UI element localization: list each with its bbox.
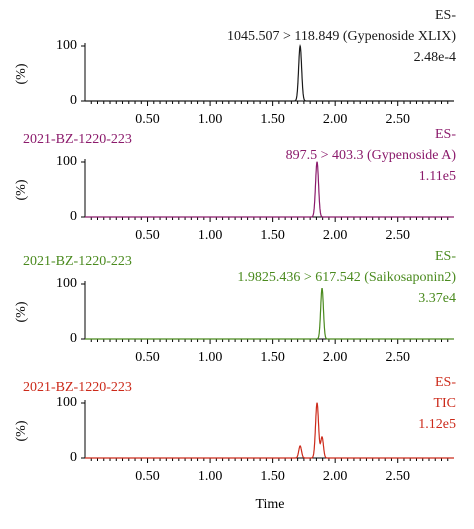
y-axis-label: (%) (14, 63, 29, 84)
x-tick-label: 0.50 (135, 469, 160, 484)
y-axis-label: (%) (14, 179, 29, 200)
x-tick-label: 2.50 (385, 350, 410, 365)
x-tick-label: 2.50 (385, 112, 410, 127)
sample-id: 2021-BZ-1220-223 (23, 132, 132, 147)
intensity-label: 3.37e4 (418, 291, 456, 306)
x-tick-label: 1.00 (197, 112, 223, 127)
x-tick-label: 0.50 (135, 228, 160, 243)
x-tick-label: 1.50 (260, 112, 285, 127)
mrm-transition: TIC (433, 396, 456, 411)
ion-mode: ES- (435, 375, 456, 390)
x-tick-label: 1.00 (197, 350, 223, 365)
x-tick-label: 1.50 (260, 469, 285, 484)
x-tick-label: 2.50 (385, 228, 410, 243)
sample-id: 2021-BZ-1220-223 (23, 380, 132, 395)
mrm-transition: 1045.507 > 118.849 (Gypenoside XLIX) (226, 29, 456, 44)
x-tick-label: 1.50 (260, 228, 285, 243)
x-tick-label: 0.50 (135, 112, 160, 127)
intensity-label: 1.12e5 (418, 417, 456, 432)
series-trace (85, 288, 454, 340)
y-tick-label: 0 (70, 93, 77, 108)
x-axis-label: Time (255, 497, 285, 512)
ion-mode: ES- (435, 127, 456, 142)
x-tick-label: 1.00 (197, 469, 223, 484)
intensity-label: 2.48e-4 (413, 50, 456, 65)
x-tick-label: 2.00 (322, 350, 348, 365)
y-tick-label: 100 (56, 38, 77, 53)
x-tick-label: 2.50 (385, 469, 410, 484)
x-tick-label: 2.00 (322, 469, 348, 484)
mrm-transition: 1.9825.436 > 617.542 (Saikosaponin2) (237, 270, 456, 285)
x-tick-label: 0.50 (135, 350, 160, 365)
intensity-label: 1.11e5 (418, 169, 456, 184)
x-tick-label: 1.00 (197, 228, 223, 243)
series-trace (85, 161, 454, 218)
x-tick-label: 2.00 (322, 112, 348, 127)
series-trace (85, 43, 454, 102)
y-tick-label: 0 (70, 209, 77, 224)
mrm-transition: 897.5 > 403.3 (Gypenoside A) (285, 148, 456, 163)
ion-mode: ES- (435, 8, 456, 23)
x-tick-label: 2.00 (322, 228, 348, 243)
y-tick-label: 100 (56, 154, 77, 169)
y-tick-label: 100 (56, 276, 77, 291)
ion-mode: ES- (435, 249, 456, 264)
y-tick-label: 0 (70, 450, 77, 465)
series-trace (85, 402, 454, 459)
y-axis-label: (%) (14, 301, 29, 322)
x-tick-label: 1.50 (260, 350, 285, 365)
y-axis-label: (%) (14, 420, 29, 441)
y-tick-label: 100 (56, 395, 77, 410)
y-tick-label: 0 (70, 331, 77, 346)
sample-id: 2021-BZ-1220-223 (23, 254, 132, 269)
